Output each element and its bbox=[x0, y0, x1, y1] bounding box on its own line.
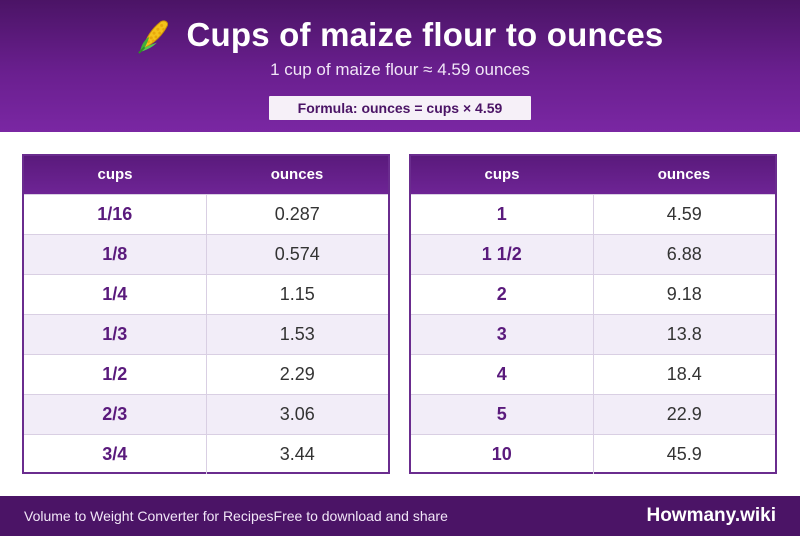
ounces-cell: 9.18 bbox=[593, 273, 775, 314]
cups-cell: 10 bbox=[411, 433, 594, 474]
cups-cell: 3/4 bbox=[24, 433, 207, 474]
ounces-cell: 0.574 bbox=[206, 233, 388, 274]
table-row: 10 45.9 bbox=[411, 433, 775, 474]
table-row: 1 4.59 bbox=[411, 193, 775, 234]
table-row: 2 9.18 bbox=[411, 273, 775, 314]
ounces-cell: 18.4 bbox=[593, 353, 775, 394]
table-row: 1/3 1.53 bbox=[24, 313, 388, 354]
ounces-cell: 2.29 bbox=[206, 353, 388, 394]
title-row: Cups of maize flour to ounces bbox=[0, 14, 800, 56]
cups-cell: 1/8 bbox=[24, 233, 207, 274]
brand-logo-text[interactable]: Howmany.wiki bbox=[646, 505, 776, 526]
conversion-subtitle: 1 cup of maize flour ≈ 4.59 ounces bbox=[270, 60, 530, 79]
ounces-cell: 1.53 bbox=[206, 313, 388, 354]
column-header-ounces: ounces bbox=[206, 156, 388, 194]
table-row: 3/4 3.44 bbox=[24, 433, 388, 474]
footer-caption-title: Volume to Weight Converter for Recipes bbox=[24, 508, 274, 524]
ounces-cell: 6.88 bbox=[593, 233, 775, 274]
footer-caption: Volume to Weight Converter for RecipesFr… bbox=[24, 496, 448, 536]
footer-caption-sub: Free to download and share bbox=[273, 508, 448, 524]
cups-cell: 4 bbox=[411, 353, 594, 394]
column-header-cups: cups bbox=[24, 156, 206, 194]
table-row: 1/16 0.287 bbox=[24, 193, 388, 234]
ounces-cell: 45.9 bbox=[593, 433, 775, 474]
cups-cell: 5 bbox=[411, 393, 594, 434]
table-row: 1/8 0.574 bbox=[24, 233, 388, 274]
cups-cell: 1/16 bbox=[24, 193, 207, 234]
ounces-cell: 22.9 bbox=[593, 393, 775, 434]
conversion-table-right: cups ounces 1 4.59 1 1/2 6.88 2 9.18 3 1… bbox=[409, 154, 777, 474]
cups-cell: 2/3 bbox=[24, 393, 207, 434]
ounces-cell: 0.287 bbox=[206, 193, 388, 234]
column-header-cups: cups bbox=[411, 156, 593, 194]
table-row: 2/3 3.06 bbox=[24, 393, 388, 434]
footer-bar: Volume to Weight Converter for RecipesFr… bbox=[0, 496, 800, 536]
ounces-cell: 4.59 bbox=[593, 193, 775, 234]
ounces-cell: 3.44 bbox=[206, 433, 388, 474]
table-row: 4 18.4 bbox=[411, 353, 775, 394]
table-row: 1/2 2.29 bbox=[24, 353, 388, 394]
column-header-ounces: ounces bbox=[593, 156, 775, 194]
cups-cell: 1 1/2 bbox=[411, 233, 594, 274]
table-row: 1 1/2 6.88 bbox=[411, 233, 775, 274]
corn-icon bbox=[138, 20, 169, 54]
table-header-row: cups ounces bbox=[411, 156, 775, 194]
table-header-row: cups ounces bbox=[24, 156, 388, 194]
cups-cell: 1/2 bbox=[24, 353, 207, 394]
ounces-cell: 1.15 bbox=[206, 273, 388, 314]
page-title: Cups of maize flour to ounces bbox=[186, 16, 664, 53]
conversion-table-left: cups ounces 1/16 0.287 1/8 0.574 1/4 1.1… bbox=[22, 154, 390, 474]
cups-cell: 1/4 bbox=[24, 273, 207, 314]
ounces-cell: 13.8 bbox=[593, 313, 775, 354]
ounces-cell: 3.06 bbox=[206, 393, 388, 434]
cups-cell: 1/3 bbox=[24, 313, 207, 354]
formula-badge: Formula: ounces = cups × 4.59 bbox=[269, 96, 531, 120]
cups-cell: 2 bbox=[411, 273, 594, 314]
cups-cell: 1 bbox=[411, 193, 594, 234]
table-row: 1/4 1.15 bbox=[24, 273, 388, 314]
cups-cell: 3 bbox=[411, 313, 594, 354]
table-row: 5 22.9 bbox=[411, 393, 775, 434]
header-banner: Cups of maize flour to ounces 1 cup of m… bbox=[0, 0, 800, 132]
table-row: 3 13.8 bbox=[411, 313, 775, 354]
